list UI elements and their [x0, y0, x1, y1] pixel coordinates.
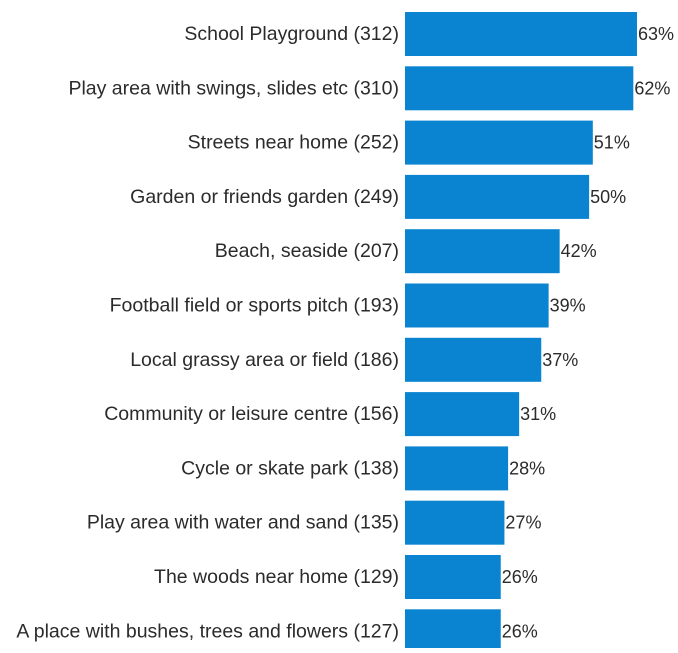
bar-row: A place with bushes, trees and flowers (… [16, 609, 538, 653]
value-label: 27% [505, 513, 541, 533]
category-label: School Playground (312) [184, 23, 399, 45]
bar [405, 174, 590, 219]
category-label: Beach, seaside (207) [215, 240, 399, 262]
bar-row: Beach, seaside (207) 42% [215, 229, 597, 274]
category-label: Garden or friends garden (249) [130, 186, 399, 208]
value-label: 26% [502, 567, 538, 587]
bar-row: The woods near home (129) 26% [154, 555, 538, 599]
bar [405, 120, 593, 165]
category-label: Play area with water and sand (135) [87, 512, 399, 534]
bar [405, 66, 634, 111]
category-label: A place with bushes, trees and flowers (… [16, 620, 399, 642]
bar-row: Football field or sports pitch (193) 39% [110, 283, 586, 328]
value-label: 50% [590, 187, 626, 207]
value-label: 39% [550, 296, 586, 316]
category-label: Cycle or skate park (138) [181, 457, 399, 479]
category-label: Streets near home (252) [188, 132, 399, 154]
bar-row: School Playground (312) 63% [184, 12, 674, 56]
bar-row: Local grassy area or field (186) 37% [130, 337, 578, 382]
value-label: 28% [509, 458, 545, 478]
bar [405, 609, 501, 653]
category-label: Community or leisure centre (156) [104, 403, 399, 425]
category-label: The woods near home (129) [154, 566, 399, 588]
bar [405, 500, 505, 545]
bar [405, 12, 637, 56]
bar [405, 446, 509, 491]
value-label: 26% [502, 621, 538, 641]
category-label: Play area with swings, slides etc (310) [68, 77, 399, 99]
bar-row: Cycle or skate park (138) 28% [181, 446, 545, 491]
bar-row: Garden or friends garden (249) 50% [130, 174, 626, 219]
bar-row: Streets near home (252) 51% [188, 120, 630, 165]
value-label: 31% [520, 404, 556, 424]
bar [405, 283, 549, 328]
value-label: 62% [634, 78, 670, 98]
bar-row: Play area with water and sand (135) 27% [87, 500, 541, 545]
bar [405, 392, 520, 437]
value-label: 63% [638, 24, 674, 44]
value-label: 42% [561, 241, 597, 261]
value-label: 51% [594, 133, 630, 153]
category-label: Football field or sports pitch (193) [110, 295, 399, 317]
category-label: Local grassy area or field (186) [130, 349, 399, 371]
bar [405, 229, 560, 274]
bar-row: Community or leisure centre (156) 31% [104, 392, 556, 437]
bar [405, 337, 542, 382]
bar-row: Play area with swings, slides etc (310) 6… [68, 66, 670, 111]
value-label: 37% [542, 350, 578, 370]
bar [405, 555, 501, 599]
